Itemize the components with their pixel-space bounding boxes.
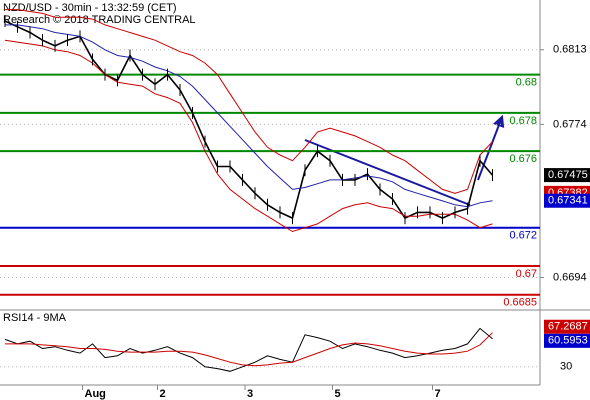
chart-title: NZD/USD - 30min - 13:32:59 (CET) xyxy=(3,2,177,14)
y-tick-label: 0.6813 xyxy=(553,44,587,56)
x-tick-label: Aug xyxy=(85,388,106,400)
level-label: 0.67 xyxy=(516,268,537,280)
rsi-ma xyxy=(5,332,493,367)
x-tick-label: 2 xyxy=(160,388,166,400)
series-ma xyxy=(5,24,493,208)
level-label: 0.672 xyxy=(509,230,537,242)
price-box xyxy=(544,168,590,183)
level-label: 0.678 xyxy=(509,115,537,127)
rsi-box-label: 60.5953 xyxy=(548,335,588,347)
x-tick-label: 7 xyxy=(435,388,441,400)
price-box xyxy=(544,193,590,208)
level-label: 0.676 xyxy=(509,153,537,165)
rsi-box xyxy=(544,319,590,334)
chart-subtitle: Research © 2018 TRADING CENTRAL xyxy=(3,14,196,26)
series-close xyxy=(4,20,494,220)
rsi-box xyxy=(544,333,590,348)
x-tick-label: 3 xyxy=(247,388,253,400)
y-tick-label: 0.6774 xyxy=(553,118,587,130)
price-box-label: 0.67475 xyxy=(548,169,588,181)
level-label: 0.6685 xyxy=(503,297,537,309)
rsi-box-label: 67.2687 xyxy=(548,321,588,333)
series-lower xyxy=(4,39,493,233)
rsi-title: RSI14 - 9MA xyxy=(3,312,67,324)
y-tick-label: 0.6694 xyxy=(553,271,587,283)
rsi-tick-label: 30 xyxy=(560,361,572,373)
x-tick-label: 5 xyxy=(335,388,341,400)
price-box-label: 0.67341 xyxy=(548,195,588,207)
forecast-arrow xyxy=(477,114,505,181)
level-label: 0.68 xyxy=(516,77,537,89)
series-upper xyxy=(5,9,493,194)
